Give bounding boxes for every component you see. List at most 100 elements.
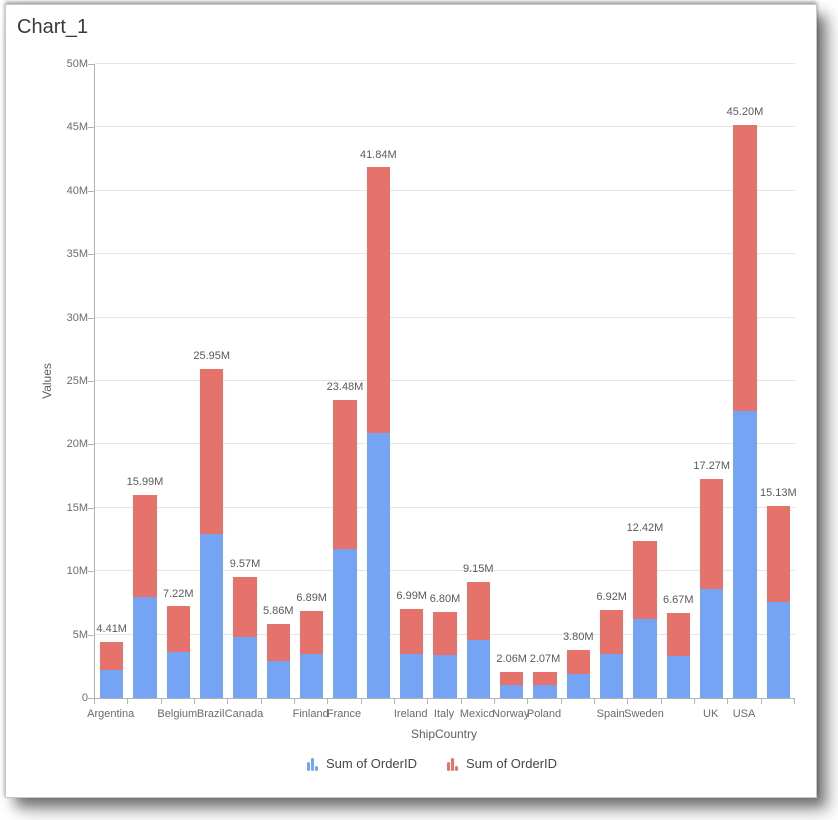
bar-segment-bottom[interactable] bbox=[699, 588, 724, 698]
x-axis-tick bbox=[360, 699, 362, 704]
bar-segment-bottom[interactable] bbox=[599, 654, 624, 698]
bar-total-label: 6.89M bbox=[296, 591, 327, 604]
bar-segment-top[interactable] bbox=[166, 606, 191, 653]
bar-segment-bottom[interactable] bbox=[233, 637, 257, 698]
chart-title: Chart_1 bbox=[17, 16, 89, 38]
bar-segment-top[interactable] bbox=[433, 611, 457, 655]
bar-segment-bottom[interactable] bbox=[299, 654, 324, 698]
gridline bbox=[95, 253, 795, 255]
bar-segment-top[interactable] bbox=[299, 610, 324, 655]
bar-segment-bottom[interactable] bbox=[399, 653, 424, 698]
x-axis-tick bbox=[560, 699, 562, 704]
gridline bbox=[95, 380, 795, 381]
x-axis-tick bbox=[694, 699, 695, 704]
bar-segment-bottom[interactable] bbox=[133, 596, 157, 698]
bar-segment-top[interactable] bbox=[266, 623, 291, 661]
bar-segment-bottom[interactable] bbox=[366, 432, 391, 698]
bar-segment-top[interactable] bbox=[666, 613, 691, 656]
bar-segment-bottom[interactable] bbox=[566, 673, 591, 698]
x-tick-label: Ireland bbox=[393, 708, 428, 720]
bar-total-label: 6.80M bbox=[429, 592, 461, 605]
bar-segment-bottom[interactable] bbox=[733, 411, 757, 698]
bar-segment-top[interactable] bbox=[366, 167, 391, 433]
x-tick-label: USA bbox=[732, 708, 756, 720]
bar-segment-top[interactable] bbox=[466, 582, 491, 640]
bar-total-label: 3.80M bbox=[563, 630, 594, 643]
legend-label: Sum of OrderID bbox=[466, 756, 558, 771]
y-tick-label: 45M bbox=[66, 121, 88, 134]
bar-segment-top[interactable] bbox=[233, 576, 257, 638]
bar-segment-top[interactable] bbox=[133, 495, 157, 597]
bar-total-label: 23.48M bbox=[326, 381, 364, 394]
bar-segment-bottom[interactable] bbox=[766, 602, 791, 698]
bar-segment-top[interactable] bbox=[399, 609, 424, 654]
y-tick-label: 25M bbox=[66, 375, 88, 387]
x-tick-label: Italy bbox=[433, 708, 455, 720]
x-axis-tick bbox=[527, 699, 529, 704]
y-tick-label: 20M bbox=[66, 438, 88, 451]
y-axis-tick bbox=[88, 634, 94, 636]
y-tick-label: 50M bbox=[66, 58, 88, 70]
bar-total-label: 12.42M bbox=[626, 521, 664, 534]
bar-total-label: 41.84M bbox=[359, 148, 397, 161]
y-axis-tick bbox=[88, 507, 94, 509]
bar-segment-bottom[interactable] bbox=[633, 619, 657, 698]
gridline bbox=[95, 189, 795, 191]
bar-total-label: 5.86M bbox=[263, 604, 294, 617]
y-axis-tick bbox=[88, 254, 94, 256]
bar-segment-bottom[interactable] bbox=[666, 655, 691, 698]
bar-segment-bottom[interactable] bbox=[199, 533, 224, 698]
bar-segment-bottom[interactable] bbox=[333, 549, 357, 698]
gridline bbox=[95, 63, 795, 64]
y-tick-label: 35M bbox=[66, 248, 88, 261]
bar-segment-top[interactable] bbox=[633, 540, 657, 620]
y-axis-tick bbox=[88, 127, 94, 129]
bar-total-label: 7.22M bbox=[163, 587, 194, 600]
bar-segment-top[interactable] bbox=[566, 649, 591, 674]
gridline bbox=[95, 443, 795, 445]
x-tick-label: Belgium bbox=[157, 708, 198, 720]
legend-item[interactable]: Sum of OrderID bbox=[447, 756, 557, 771]
x-axis-tick bbox=[327, 699, 329, 704]
y-tick-label: 15M bbox=[66, 501, 88, 514]
legend-item[interactable]: Sum of OrderID bbox=[306, 756, 417, 771]
plot-area: 4.41M 15.99M 7.22M 25.95M 9.57M 5.86M 6.89M 23.… bbox=[94, 63, 797, 699]
bar-segment-bottom[interactable] bbox=[533, 684, 557, 698]
bar-segment-top[interactable] bbox=[533, 671, 557, 685]
y-tick-label: 10M bbox=[66, 565, 88, 578]
x-axis-tick bbox=[427, 699, 429, 704]
bar-segment-top[interactable] bbox=[766, 506, 791, 603]
bar-segment-bottom[interactable] bbox=[499, 684, 524, 698]
bar-segment-bottom[interactable] bbox=[466, 640, 491, 698]
bar-total-label: 6.92M bbox=[596, 591, 627, 604]
gridline bbox=[95, 126, 795, 128]
x-tick-label: Spain bbox=[596, 708, 625, 720]
x-tick-label: Canada bbox=[224, 708, 264, 720]
x-axis-tick bbox=[660, 699, 662, 704]
y-axis-tick bbox=[88, 571, 94, 573]
bar-segment-bottom[interactable] bbox=[433, 654, 457, 698]
bar-segment-bottom[interactable] bbox=[99, 670, 124, 698]
x-axis-tick bbox=[627, 699, 629, 704]
bar-segment-top[interactable] bbox=[333, 400, 357, 550]
x-tick-label: Argentina bbox=[87, 708, 135, 720]
x-axis-tick bbox=[294, 699, 295, 704]
y-tick-label: 40M bbox=[66, 184, 88, 197]
bar-total-label: 15.13M bbox=[759, 487, 797, 500]
x-tick-label: Finland bbox=[292, 708, 329, 720]
x-axis-tick bbox=[760, 699, 762, 704]
bar-segment-bottom[interactable] bbox=[266, 660, 291, 698]
chart-card: Chart_1 Values 4.41M 15.99M 7.22M 25.95M 9.5… bbox=[5, 4, 817, 798]
bar-segment-top[interactable] bbox=[99, 642, 124, 670]
x-axis-tick bbox=[160, 699, 162, 704]
x-axis-title: ShipCountry bbox=[410, 727, 478, 741]
bar-segment-top[interactable] bbox=[599, 610, 624, 655]
bar-segment-top[interactable] bbox=[699, 479, 724, 589]
y-tick-label: 30M bbox=[66, 311, 88, 324]
bar-segment-bottom[interactable] bbox=[166, 652, 191, 698]
bar-segment-top[interactable] bbox=[499, 671, 524, 685]
y-axis-tick bbox=[88, 190, 94, 192]
bar-segment-top[interactable] bbox=[199, 369, 224, 534]
bar-segment-top[interactable] bbox=[733, 124, 757, 412]
